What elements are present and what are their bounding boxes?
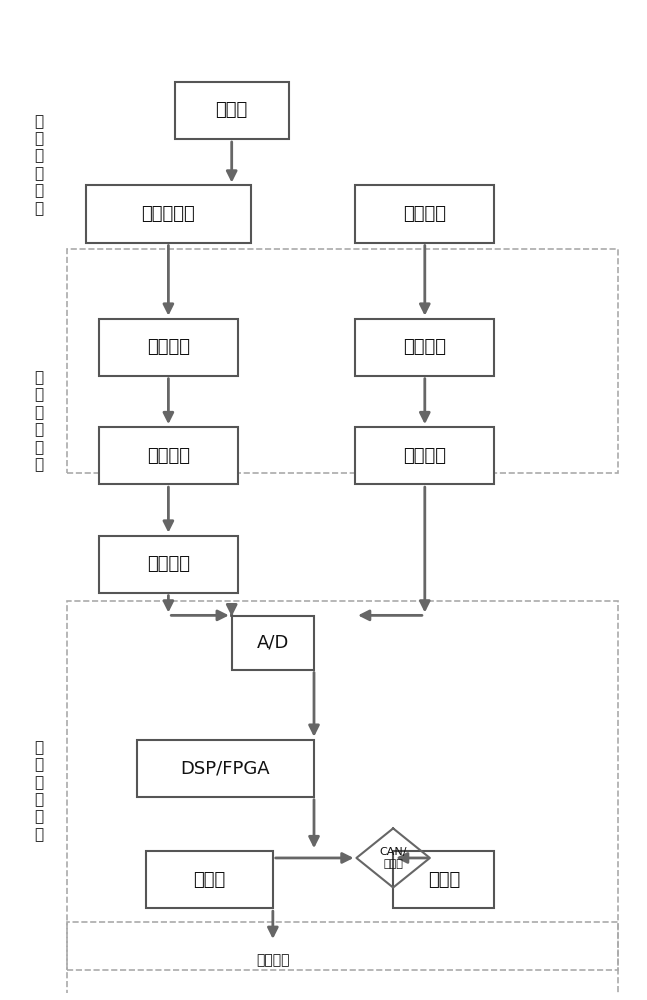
- Bar: [67, 601, 618, 970]
- Bar: [99, 427, 238, 484]
- Text: 分流器: 分流器: [215, 101, 248, 119]
- Text: 上位机: 上位机: [428, 871, 460, 889]
- Bar: [137, 740, 314, 797]
- Text: 单片机: 单片机: [193, 871, 226, 889]
- Bar: [232, 616, 314, 670]
- Text: 滤波电路: 滤波电路: [147, 447, 190, 465]
- Text: 控制信号: 控制信号: [256, 954, 290, 968]
- Bar: [175, 82, 289, 139]
- Bar: [86, 185, 250, 243]
- Bar: [355, 319, 494, 376]
- Bar: [67, 922, 618, 1000]
- Text: 隔离变送器: 隔离变送器: [142, 205, 195, 223]
- Bar: [99, 319, 238, 376]
- Text: 信
号
调
理
系
统: 信 号 调 理 系 统: [34, 370, 43, 472]
- Text: 放大电路: 放大电路: [147, 338, 190, 356]
- Text: 罗氏线圈: 罗氏线圈: [403, 205, 446, 223]
- Text: 放大电路: 放大电路: [403, 338, 446, 356]
- Text: 隔离电路: 隔离电路: [403, 447, 446, 465]
- Bar: [355, 427, 494, 484]
- Bar: [393, 851, 494, 908]
- Text: A/D: A/D: [257, 634, 289, 652]
- Bar: [146, 851, 273, 908]
- Text: DSP/FPGA: DSP/FPGA: [181, 759, 270, 777]
- Bar: [67, 249, 618, 473]
- Bar: [99, 536, 238, 593]
- Bar: [355, 185, 494, 243]
- Text: 数
据
处
理
系
统: 数 据 处 理 系 统: [34, 740, 43, 842]
- Text: CAN/
以太网: CAN/ 以太网: [379, 847, 407, 869]
- Text: 隔离电路: 隔离电路: [147, 555, 190, 573]
- Text: 信
号
采
集
系
统: 信 号 采 集 系 统: [34, 114, 43, 216]
